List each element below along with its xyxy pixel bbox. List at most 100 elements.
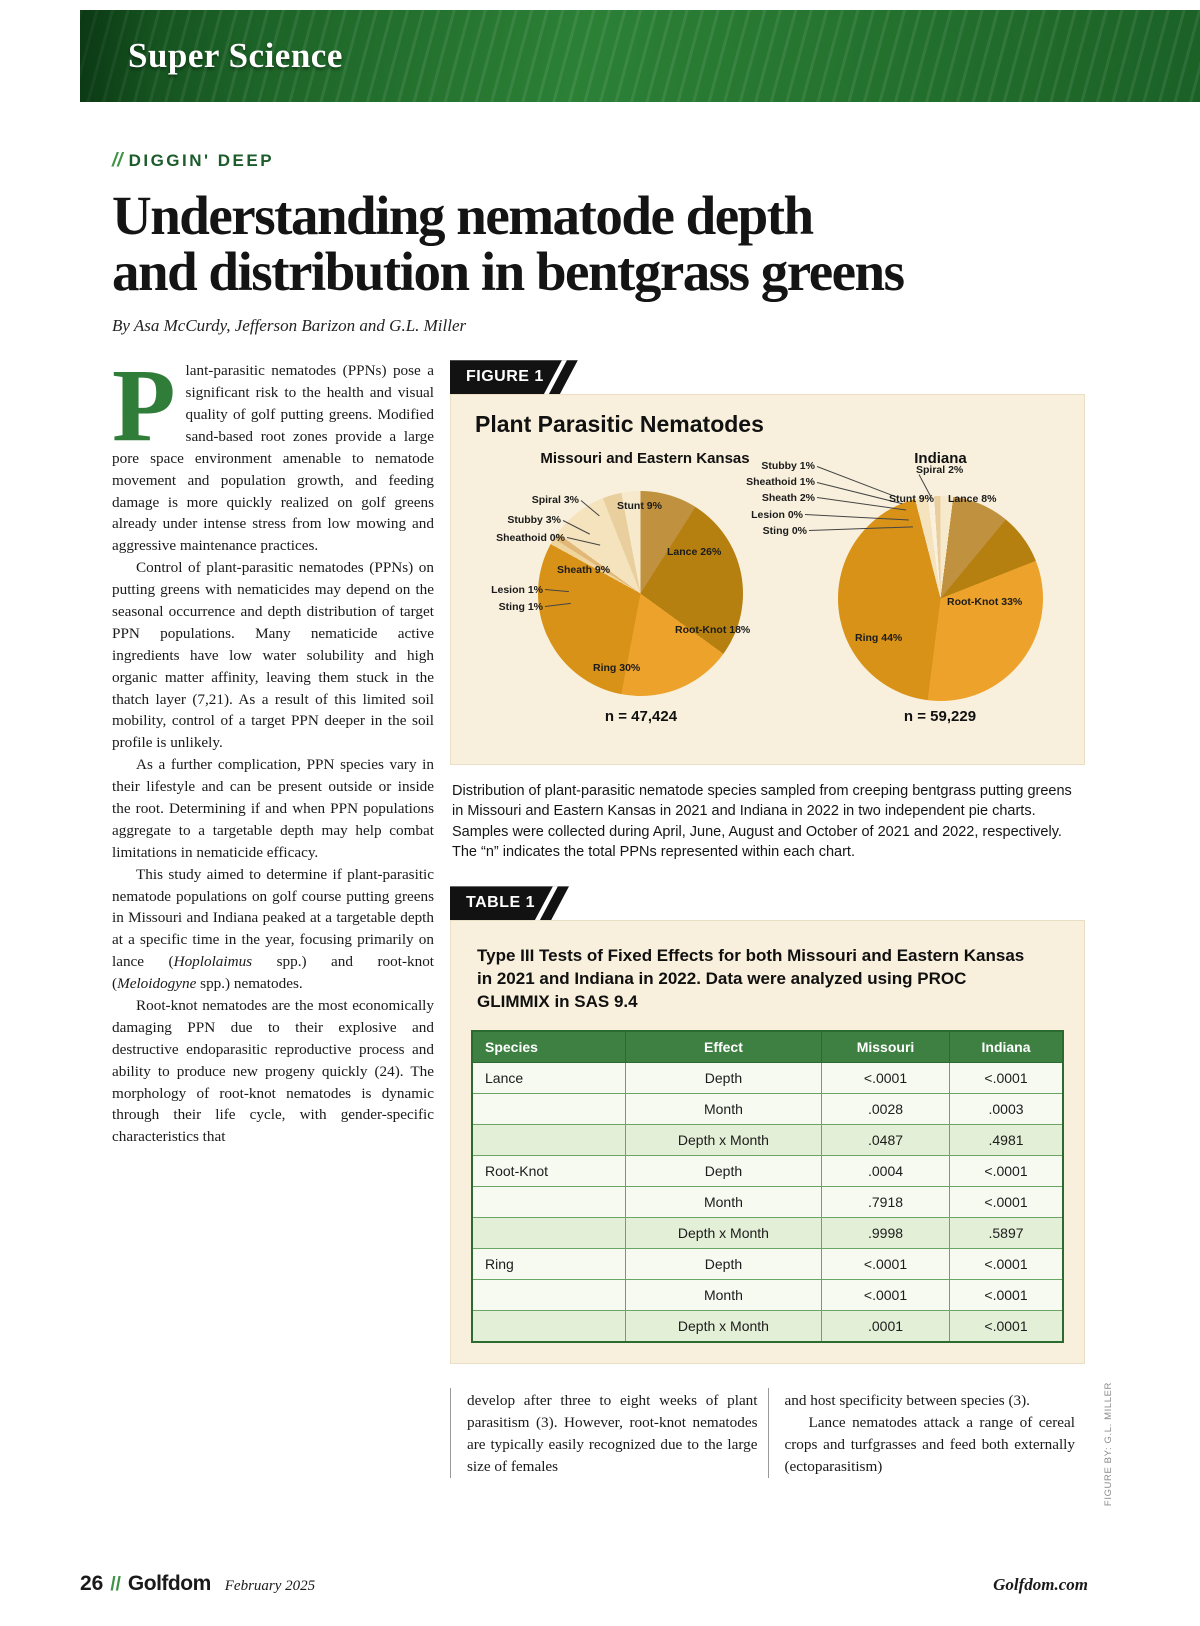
- pie-label: Stubby 1%: [761, 460, 815, 473]
- byline: By Asa McCurdy, Jefferson Barizon and G.…: [112, 316, 467, 336]
- pie-label: Sheathoid 0%: [496, 532, 565, 545]
- figure-chart-area: Missouri and Eastern Kansas Indiana: [469, 446, 1066, 746]
- table-row: Month <.0001 <.0001: [471, 1279, 1064, 1312]
- table-cell: .0003: [949, 1093, 1064, 1126]
- table-cell: [471, 1310, 626, 1343]
- figure-box: Plant Parasitic Nematodes Missouri and E…: [450, 394, 1085, 766]
- pie-chart-indiana: [838, 496, 1043, 702]
- table-header-species: Species: [471, 1030, 626, 1064]
- pie-label: Ring 30%: [593, 662, 641, 675]
- footer-left: 26 // Golfdom February 2025: [80, 1572, 315, 1596]
- pie-label: Spiral 3%: [531, 494, 579, 507]
- pie-label: Root-Knot 18%: [675, 624, 751, 637]
- table-cell: .9998: [820, 1217, 951, 1250]
- paragraph-text: lant-parasitic nematodes (PPNs) pose a s…: [112, 362, 434, 555]
- table-cell: [471, 1279, 626, 1312]
- pie-label: Root-Knot 33%: [947, 596, 1023, 609]
- table-cell: Month: [624, 1186, 822, 1219]
- table-cell: <.0001: [949, 1279, 1064, 1312]
- table-cell: .4981: [949, 1124, 1064, 1157]
- effects-table: Species Effect Missouri Indiana Lance De…: [471, 1030, 1064, 1344]
- pie-label: Lesion 0%: [751, 509, 803, 522]
- figure-table-column: FIGURE 1 Plant Parasitic Nematodes Misso…: [450, 360, 1085, 1478]
- pie-label: Sting 0%: [762, 525, 807, 538]
- body-paragraph: and host specificity between species (3)…: [784, 1392, 1030, 1410]
- table-cell: .0004: [820, 1155, 951, 1188]
- table-cell: [471, 1093, 626, 1126]
- pie-label: Sting 1%: [498, 601, 543, 614]
- pie-n-label-indiana: n = 59,229: [903, 708, 977, 726]
- table-row: Month .0028 .0003: [471, 1093, 1064, 1126]
- table-header-effect: Effect: [624, 1030, 822, 1064]
- table-cell: .7918: [820, 1186, 951, 1219]
- headline-line-2: and distribution in bentgrass greens: [112, 241, 905, 303]
- paragraph-text: This study aimed to determine if plant-p…: [112, 865, 434, 971]
- pie-label: Sheath 2%: [761, 492, 815, 505]
- bottom-text-columns: develop after three to eight weeks of pl…: [450, 1388, 1085, 1478]
- table-cell: <.0001: [820, 1248, 951, 1281]
- banner-title: Super Science: [128, 36, 343, 75]
- paragraph-text: spp.) nematodes.: [196, 975, 303, 993]
- body-paragraph: Control of plant-parasitic nematodes (PP…: [112, 559, 434, 752]
- body-paragraph: develop after three to eight weeks of pl…: [467, 1392, 758, 1475]
- table-title: Type III Tests of Fixed Effects for both…: [477, 946, 1025, 1012]
- site-url: Golfdom.com: [993, 1575, 1088, 1594]
- species-latin-name: Hoplolaimus: [173, 953, 253, 971]
- footer-slashes: //: [110, 1574, 121, 1595]
- article-headline: Understanding nematode depth and distribu…: [112, 185, 1085, 303]
- table-cell: [471, 1124, 626, 1157]
- drop-cap: P: [112, 348, 176, 464]
- figure-caption: Distribution of plant-parasitic nematode…: [452, 783, 1072, 861]
- table-cell: Lance: [471, 1062, 626, 1095]
- table-cell: <.0001: [820, 1279, 951, 1312]
- table-cell: .0487: [820, 1124, 951, 1157]
- table-row: Depth x Month .9998 .5897: [471, 1217, 1064, 1250]
- body-paragraph: As a further complication, PPN species v…: [112, 756, 434, 861]
- body-paragraph: This study aimed to determine if plant-p…: [112, 864, 434, 995]
- body-paragraph: Lance nematodes attack a range of cereal…: [784, 1414, 1076, 1475]
- table-cell: <.0001: [949, 1310, 1064, 1343]
- header-banner: Super Science: [80, 10, 1200, 102]
- headline-line-1: Understanding nematode depth: [112, 185, 814, 246]
- bottom-column-right: and host specificity between species (3)…: [767, 1388, 1086, 1478]
- table-header-row: Species Effect Missouri Indiana: [471, 1030, 1064, 1064]
- table-cell: Depth x Month: [624, 1310, 822, 1343]
- table-cell: Ring: [471, 1248, 626, 1281]
- pie-label: Lesion 1%: [491, 584, 543, 597]
- table-cell: Depth x Month: [624, 1124, 822, 1157]
- table-cell: .0001: [820, 1310, 951, 1343]
- table-cell: Depth: [624, 1062, 822, 1095]
- issue-date: February 2025: [224, 1578, 316, 1594]
- pie-label: Ring 44%: [855, 632, 903, 645]
- table-cell: .5897: [949, 1217, 1064, 1250]
- table-cell: [471, 1217, 626, 1250]
- table-cell: Month: [624, 1279, 822, 1312]
- magazine-brand: Golfdom: [127, 1572, 211, 1595]
- table-cell: Month: [624, 1093, 822, 1126]
- table-cell: [471, 1186, 626, 1219]
- table-cell: Depth: [624, 1155, 822, 1188]
- table-cell: Depth: [624, 1248, 822, 1281]
- table-row: Month .7918 <.0001: [471, 1186, 1064, 1219]
- table-cell: <.0001: [949, 1186, 1064, 1219]
- table-cell: .0028: [820, 1093, 951, 1126]
- figure-title: Plant Parasitic Nematodes: [475, 411, 764, 438]
- table-row: Root-Knot Depth .0004 <.0001: [471, 1155, 1064, 1188]
- kicker-label: DIGGIN' DEEP: [128, 151, 275, 170]
- page-content: // DIGGIN' DEEP Understanding nematode de…: [112, 102, 1085, 1478]
- section-kicker: // DIGGIN' DEEP: [112, 150, 1085, 172]
- table-cell: <.0001: [949, 1248, 1064, 1281]
- species-latin-name: Meloidogyne: [117, 975, 197, 993]
- pie-label: Sheath 9%: [557, 564, 611, 577]
- table-tab-label: TABLE 1: [450, 886, 569, 920]
- table-row: Depth x Month .0001 <.0001: [471, 1310, 1064, 1343]
- pie-label: Lance 8%: [948, 493, 997, 506]
- table-cell: <.0001: [949, 1155, 1064, 1188]
- pie-n-label-missouri: n = 47,424: [604, 708, 678, 726]
- pie-label: Spiral 2%: [916, 464, 964, 477]
- table-row: Depth x Month .0487 .4981: [471, 1124, 1064, 1157]
- table-row: Ring Depth <.0001 <.0001: [471, 1248, 1064, 1281]
